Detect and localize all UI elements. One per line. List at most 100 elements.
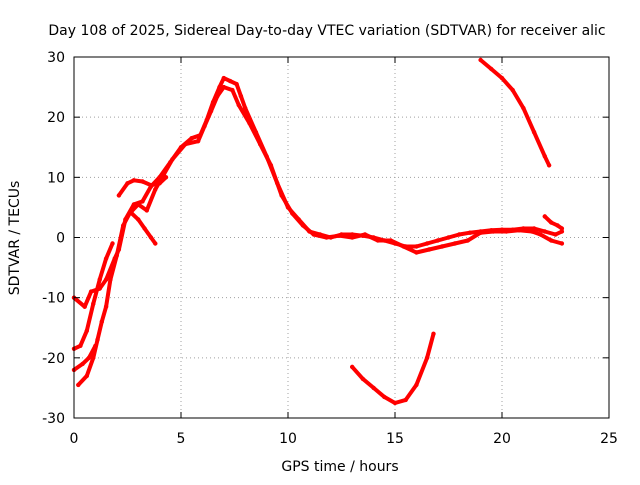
data-point	[88, 289, 94, 294]
data-point	[382, 394, 387, 400]
y-tick-label: 10	[47, 170, 65, 186]
data-point	[183, 142, 188, 147]
y-tick-label: 20	[47, 110, 65, 126]
data-point	[452, 241, 458, 246]
x-tick-label: 15	[386, 431, 404, 447]
x-tick-label: 20	[493, 431, 511, 447]
data-point	[243, 105, 248, 111]
data-point	[221, 75, 226, 81]
data-point	[516, 228, 522, 233]
data-point	[311, 232, 316, 237]
data-point	[392, 400, 398, 406]
data-point	[78, 343, 83, 348]
data-point	[414, 382, 419, 388]
data-point	[439, 244, 445, 249]
data-point	[110, 241, 115, 246]
data-point	[360, 376, 366, 382]
data-point	[542, 214, 547, 219]
series-line-main-arc-a	[72, 76, 564, 309]
series-line-high-arc	[478, 58, 552, 168]
data-point	[103, 304, 109, 309]
y-tick-label: 30	[47, 50, 65, 66]
data-point	[157, 181, 162, 186]
data-point	[202, 124, 207, 129]
chart-title: Day 108 of 2025, Sidereal Day-to-day VTE…	[48, 23, 605, 39]
y-axis-label: SDTVAR / TECUs	[7, 181, 23, 296]
data-point	[491, 229, 496, 234]
data-point	[375, 238, 381, 243]
data-point	[103, 277, 109, 282]
data-point	[140, 179, 145, 184]
data-point	[546, 163, 552, 168]
data-point	[337, 233, 342, 238]
data-point	[427, 247, 432, 252]
data-point	[80, 361, 85, 367]
data-point	[403, 397, 408, 403]
data-point	[521, 105, 526, 111]
series-line-main-arc-b	[76, 85, 564, 387]
data-point	[247, 121, 252, 126]
data-point	[465, 238, 470, 243]
data-point	[76, 382, 81, 388]
data-point	[362, 232, 368, 237]
data-point	[238, 93, 244, 99]
data-point	[93, 343, 98, 348]
data-point	[538, 232, 543, 237]
y-tick-label: -10	[42, 291, 65, 307]
data-point	[95, 337, 100, 342]
data-point	[82, 304, 87, 309]
data-point	[103, 256, 109, 261]
data-point	[228, 78, 233, 84]
data-point	[510, 87, 515, 93]
data-point	[91, 301, 96, 306]
data-point	[559, 226, 565, 231]
data-point	[549, 238, 554, 243]
x-tick-label: 5	[177, 431, 186, 447]
data-point	[116, 193, 122, 198]
y-tick-label: -30	[42, 411, 65, 427]
data-point	[84, 328, 90, 333]
data-point	[215, 93, 220, 99]
data-point	[467, 230, 473, 235]
data-point	[279, 193, 284, 198]
data-point	[230, 87, 235, 93]
data-point	[531, 130, 537, 135]
data-point	[268, 163, 274, 168]
data-point	[457, 232, 462, 237]
data-point	[478, 57, 483, 63]
data-point	[424, 241, 430, 246]
data-point	[163, 175, 169, 180]
y-tick-label: 0	[56, 231, 65, 247]
data-point	[414, 244, 419, 249]
data-point	[136, 202, 141, 207]
data-point	[446, 235, 451, 240]
data-point	[153, 187, 158, 192]
data-point	[129, 211, 134, 216]
data-point	[86, 355, 92, 360]
data-point	[435, 238, 440, 243]
series-layer	[71, 57, 565, 406]
data-point	[84, 373, 90, 379]
data-point	[478, 230, 483, 235]
data-point	[300, 223, 306, 228]
series-line-low-start-b	[72, 343, 98, 372]
data-point	[125, 181, 130, 186]
data-point	[189, 136, 194, 141]
data-point	[236, 102, 241, 108]
data-point	[559, 241, 565, 246]
data-point	[350, 364, 355, 370]
data-point	[431, 331, 436, 336]
data-point	[529, 229, 535, 234]
data-point	[371, 385, 376, 391]
data-point	[499, 75, 505, 81]
data-point	[131, 178, 137, 183]
data-point	[504, 229, 509, 234]
data-point	[208, 109, 214, 114]
data-point	[170, 157, 175, 162]
x-axis-label: GPS time / hours	[281, 459, 398, 475]
data-point	[142, 226, 147, 231]
data-point	[324, 235, 329, 240]
series-line-tail-wiggle	[542, 214, 564, 231]
data-point	[234, 81, 239, 87]
